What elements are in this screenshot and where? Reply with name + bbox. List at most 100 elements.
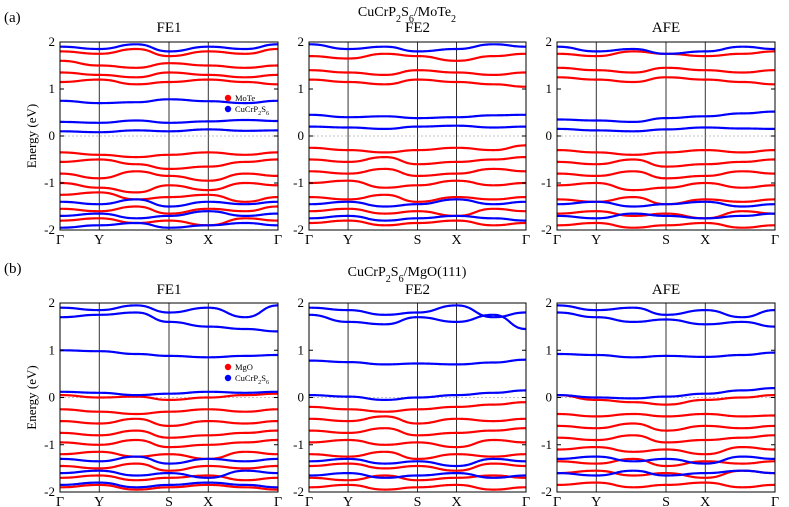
y-tick-label: 1 — [546, 342, 553, 357]
band-line — [60, 78, 278, 86]
band-line — [309, 471, 526, 479]
y-tick-label: 1 — [546, 81, 553, 96]
band-line — [557, 304, 775, 319]
band-line — [557, 110, 775, 124]
kpoint-label: S — [414, 233, 422, 248]
kpoint-label: Y — [94, 233, 104, 248]
kpoint-label: Γ — [274, 233, 282, 248]
band-line — [60, 304, 278, 319]
band-line — [60, 210, 278, 220]
band-line — [60, 349, 278, 359]
kpoint-label: Γ — [56, 233, 64, 248]
band-line — [60, 118, 278, 124]
band-line — [309, 401, 526, 413]
y-tick-label: -1 — [44, 437, 55, 452]
y-tick-label: 2 — [298, 295, 305, 310]
band-line — [309, 124, 526, 131]
band-line — [60, 128, 278, 134]
y-tick-label: -2 — [293, 222, 304, 237]
band-line — [557, 148, 775, 156]
band-line — [557, 394, 775, 406]
band-line — [557, 412, 775, 418]
y-tick-label: 0 — [298, 390, 305, 405]
kpoint-label: Γ — [522, 495, 530, 507]
bands — [557, 304, 775, 489]
bands — [309, 43, 526, 227]
band-line — [557, 200, 775, 208]
panel-tag: (a) — [4, 10, 21, 26]
band-line — [60, 151, 278, 159]
band-line — [309, 313, 526, 331]
band-line — [60, 221, 278, 229]
band-line — [60, 438, 278, 449]
y-tick-label: 2 — [298, 34, 305, 49]
y-axis-label: Energy (eV) — [24, 365, 39, 429]
y-tick-label: 0 — [546, 128, 553, 143]
y-tick-label: 2 — [49, 295, 56, 310]
band-line — [60, 59, 278, 69]
band-line — [557, 170, 775, 180]
legend-label: CuCrP2S6 — [235, 373, 269, 386]
band-line — [60, 462, 278, 472]
band-line — [557, 158, 775, 168]
kpoint-label: Γ — [274, 495, 282, 507]
y-tick-label: 1 — [49, 81, 56, 96]
band-line — [309, 214, 526, 222]
bands — [557, 45, 775, 229]
y-tick-label: -1 — [44, 175, 55, 190]
band-line — [309, 450, 526, 461]
y-tick-label: 1 — [49, 342, 56, 357]
band-line — [557, 66, 775, 74]
band-line — [557, 210, 775, 220]
y-tick-label: 0 — [298, 128, 305, 143]
kpoint-label: Γ — [553, 495, 561, 507]
band-line — [557, 351, 775, 359]
y-tick-label: 0 — [49, 128, 56, 143]
band-line — [60, 417, 278, 428]
kpoint-label: S — [414, 495, 422, 507]
band-line — [309, 474, 526, 482]
band-line — [60, 158, 278, 171]
band-line — [60, 71, 278, 79]
y-tick-label: -2 — [44, 222, 55, 237]
y-tick-label: -1 — [541, 437, 552, 452]
band-line — [557, 311, 775, 328]
band-line — [60, 481, 278, 489]
y-tick-label: 0 — [546, 390, 553, 405]
band-line — [309, 144, 526, 154]
kpoint-label: X — [451, 233, 461, 248]
kpoint-label: S — [662, 495, 670, 507]
band-line — [60, 181, 278, 194]
kpoint-label: Γ — [305, 233, 313, 248]
band-line — [557, 387, 775, 400]
kpoint-label: S — [165, 233, 173, 248]
kpoint-label: Γ — [771, 233, 779, 248]
band-line — [60, 43, 278, 53]
kpoint-label: X — [203, 495, 213, 507]
subplot-afe: AFE -2 -1 0 1 2 Γ Y S X Γ — [541, 20, 779, 248]
band-line — [60, 47, 278, 58]
subplot-title: FE2 — [405, 282, 430, 298]
legend-marker — [224, 374, 232, 382]
kpoint-label: X — [700, 495, 710, 507]
legend-label: MoTe — [235, 93, 255, 103]
band-line — [557, 422, 775, 432]
band-line — [309, 457, 526, 468]
legend-marker — [224, 94, 232, 102]
band-line — [60, 469, 278, 479]
band-line — [557, 434, 775, 444]
y-tick-label: -2 — [44, 484, 55, 499]
band-line — [60, 170, 278, 182]
band-line — [557, 221, 775, 229]
kpoint-label: Γ — [771, 495, 779, 507]
kpoint-label: Y — [591, 233, 601, 248]
band-line — [309, 427, 526, 437]
band-line — [60, 98, 278, 105]
band-line — [60, 392, 278, 402]
y-tick-label: 2 — [546, 34, 553, 49]
subplot-title: FE2 — [405, 20, 430, 36]
subplot-title: AFE — [652, 20, 680, 36]
